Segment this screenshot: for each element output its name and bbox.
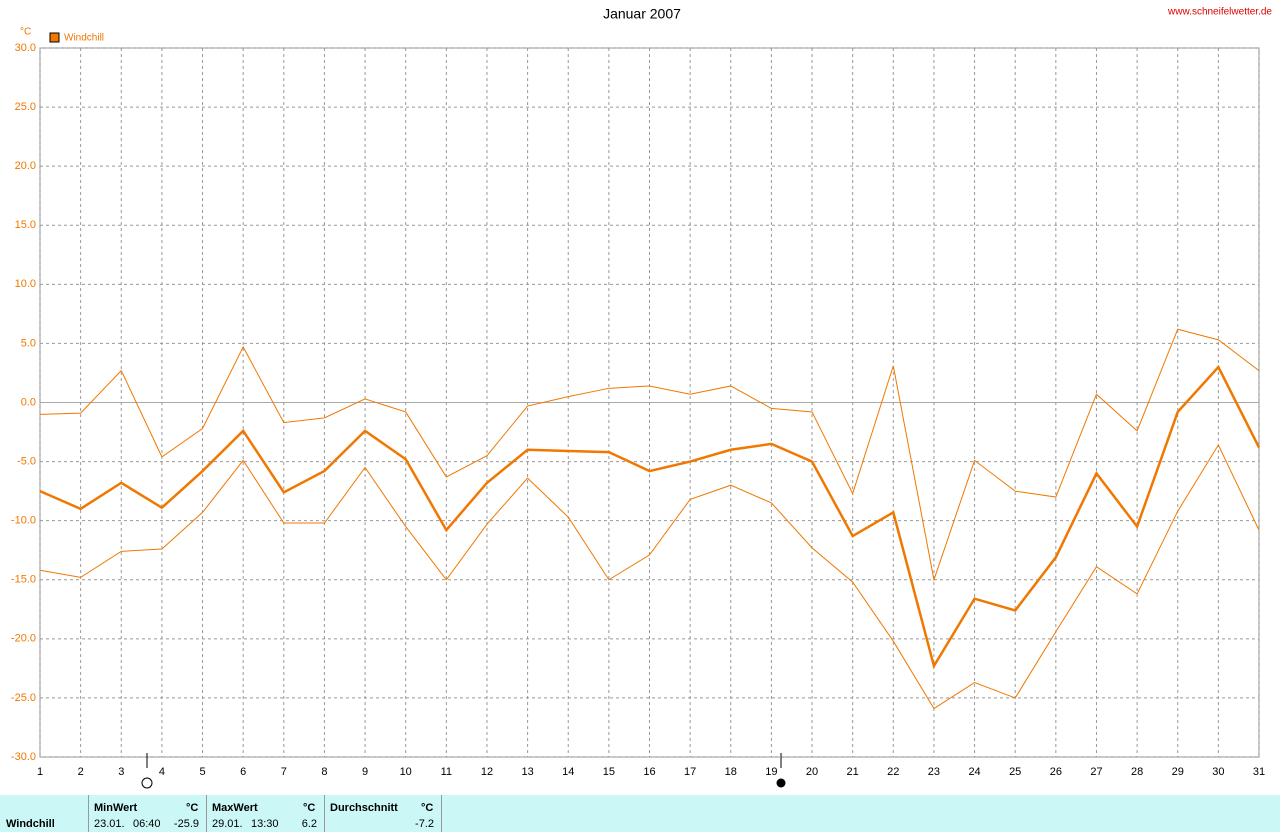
x-tick-label: 4 xyxy=(159,766,165,778)
x-tick-label: 13 xyxy=(521,766,533,778)
y-tick-label: 25.0 xyxy=(15,101,36,113)
x-tick-label: 11 xyxy=(441,766,452,778)
x-tick-label: 1 xyxy=(37,766,43,778)
y-tick-label: -15.0 xyxy=(11,574,36,586)
separator xyxy=(88,795,89,832)
new-moon xyxy=(776,778,786,788)
date: 23.01. xyxy=(94,818,125,830)
x-tick-label: 16 xyxy=(643,766,655,778)
x-tick-label: 5 xyxy=(199,766,205,778)
col-header: MinWert xyxy=(94,802,138,814)
x-tick-label: 9 xyxy=(362,766,368,778)
y-tick-label: 10.0 xyxy=(15,278,36,290)
col-unit: °C xyxy=(421,802,434,814)
series-line xyxy=(39,364,1261,670)
col-unit: °C xyxy=(303,802,316,814)
col-unit: °C xyxy=(186,802,199,814)
chart-title: Januar 2007 xyxy=(603,6,681,22)
x-tick-label: 25 xyxy=(1009,766,1021,778)
full-moon xyxy=(141,777,153,789)
x-tick-label: 12 xyxy=(481,766,493,778)
y-tick-label: -5.0 xyxy=(17,455,36,467)
x-tick-label: 21 xyxy=(847,766,859,778)
x-tick-label: 29 xyxy=(1172,766,1184,778)
date: 29.01. xyxy=(212,818,243,830)
x-tick-label: 26 xyxy=(1050,766,1062,778)
x-tick-label: 23 xyxy=(928,766,940,778)
series-line xyxy=(39,328,1260,582)
row-label: Windchill xyxy=(6,818,55,830)
y-tick-label: -25.0 xyxy=(11,692,36,704)
separator xyxy=(206,795,207,832)
time: 13:30 xyxy=(251,818,279,830)
legend-label: Windchill xyxy=(64,33,104,44)
value: 6.2 xyxy=(301,818,317,830)
y-tick-label: 20.0 xyxy=(15,160,36,172)
x-tick-label: 10 xyxy=(400,766,412,778)
separator xyxy=(441,795,442,832)
x-tick-label: 6 xyxy=(240,766,246,778)
source: www.schneifelwetter.de xyxy=(1167,7,1272,18)
x-tick-label: 15 xyxy=(603,766,615,778)
col-header: Durchschnitt xyxy=(330,802,398,814)
y-tick-label: 30.0 xyxy=(15,42,36,54)
x-tick-label: 27 xyxy=(1090,766,1102,778)
x-tick-label: 28 xyxy=(1131,766,1143,778)
y-unit: °C xyxy=(20,27,31,38)
x-tick-label: 20 xyxy=(806,766,818,778)
y-tick-label: 5.0 xyxy=(21,337,36,349)
x-tick-label: 2 xyxy=(78,766,84,778)
y-tick-label: -20.0 xyxy=(11,633,36,645)
y-tick-label: -30.0 xyxy=(11,751,36,763)
stats-table: Windchill MinWert °C 23.01. 06:40 -25.9 … xyxy=(0,795,1280,832)
chart: Januar 2007 www.schneifelwetter.de °C Wi… xyxy=(11,6,1272,789)
x-tick-label: 30 xyxy=(1212,766,1224,778)
value: -7.2 xyxy=(415,818,434,830)
y-tick-label: 15.0 xyxy=(15,219,36,231)
col-header: MaxWert xyxy=(212,802,258,814)
time: 06:40 xyxy=(133,818,161,830)
value: -25.9 xyxy=(173,818,199,830)
x-tick-label: 8 xyxy=(321,766,327,778)
x-tick-label: 14 xyxy=(562,766,574,778)
x-tick-label: 24 xyxy=(968,766,980,778)
series-line xyxy=(39,443,1260,710)
x-tick-label: 3 xyxy=(118,766,124,778)
x-tick-label: 22 xyxy=(887,766,899,778)
separator xyxy=(324,795,325,832)
x-tick-label: 19 xyxy=(765,766,777,778)
legend-swatch xyxy=(49,32,60,43)
x-tick-label: 17 xyxy=(684,766,696,778)
x-tick-label: 31 xyxy=(1253,766,1265,778)
x-tick-label: 18 xyxy=(725,766,737,778)
y-tick-label: 0.0 xyxy=(21,396,36,408)
x-tick-label: 7 xyxy=(281,766,287,778)
y-tick-label: -10.0 xyxy=(11,515,36,527)
